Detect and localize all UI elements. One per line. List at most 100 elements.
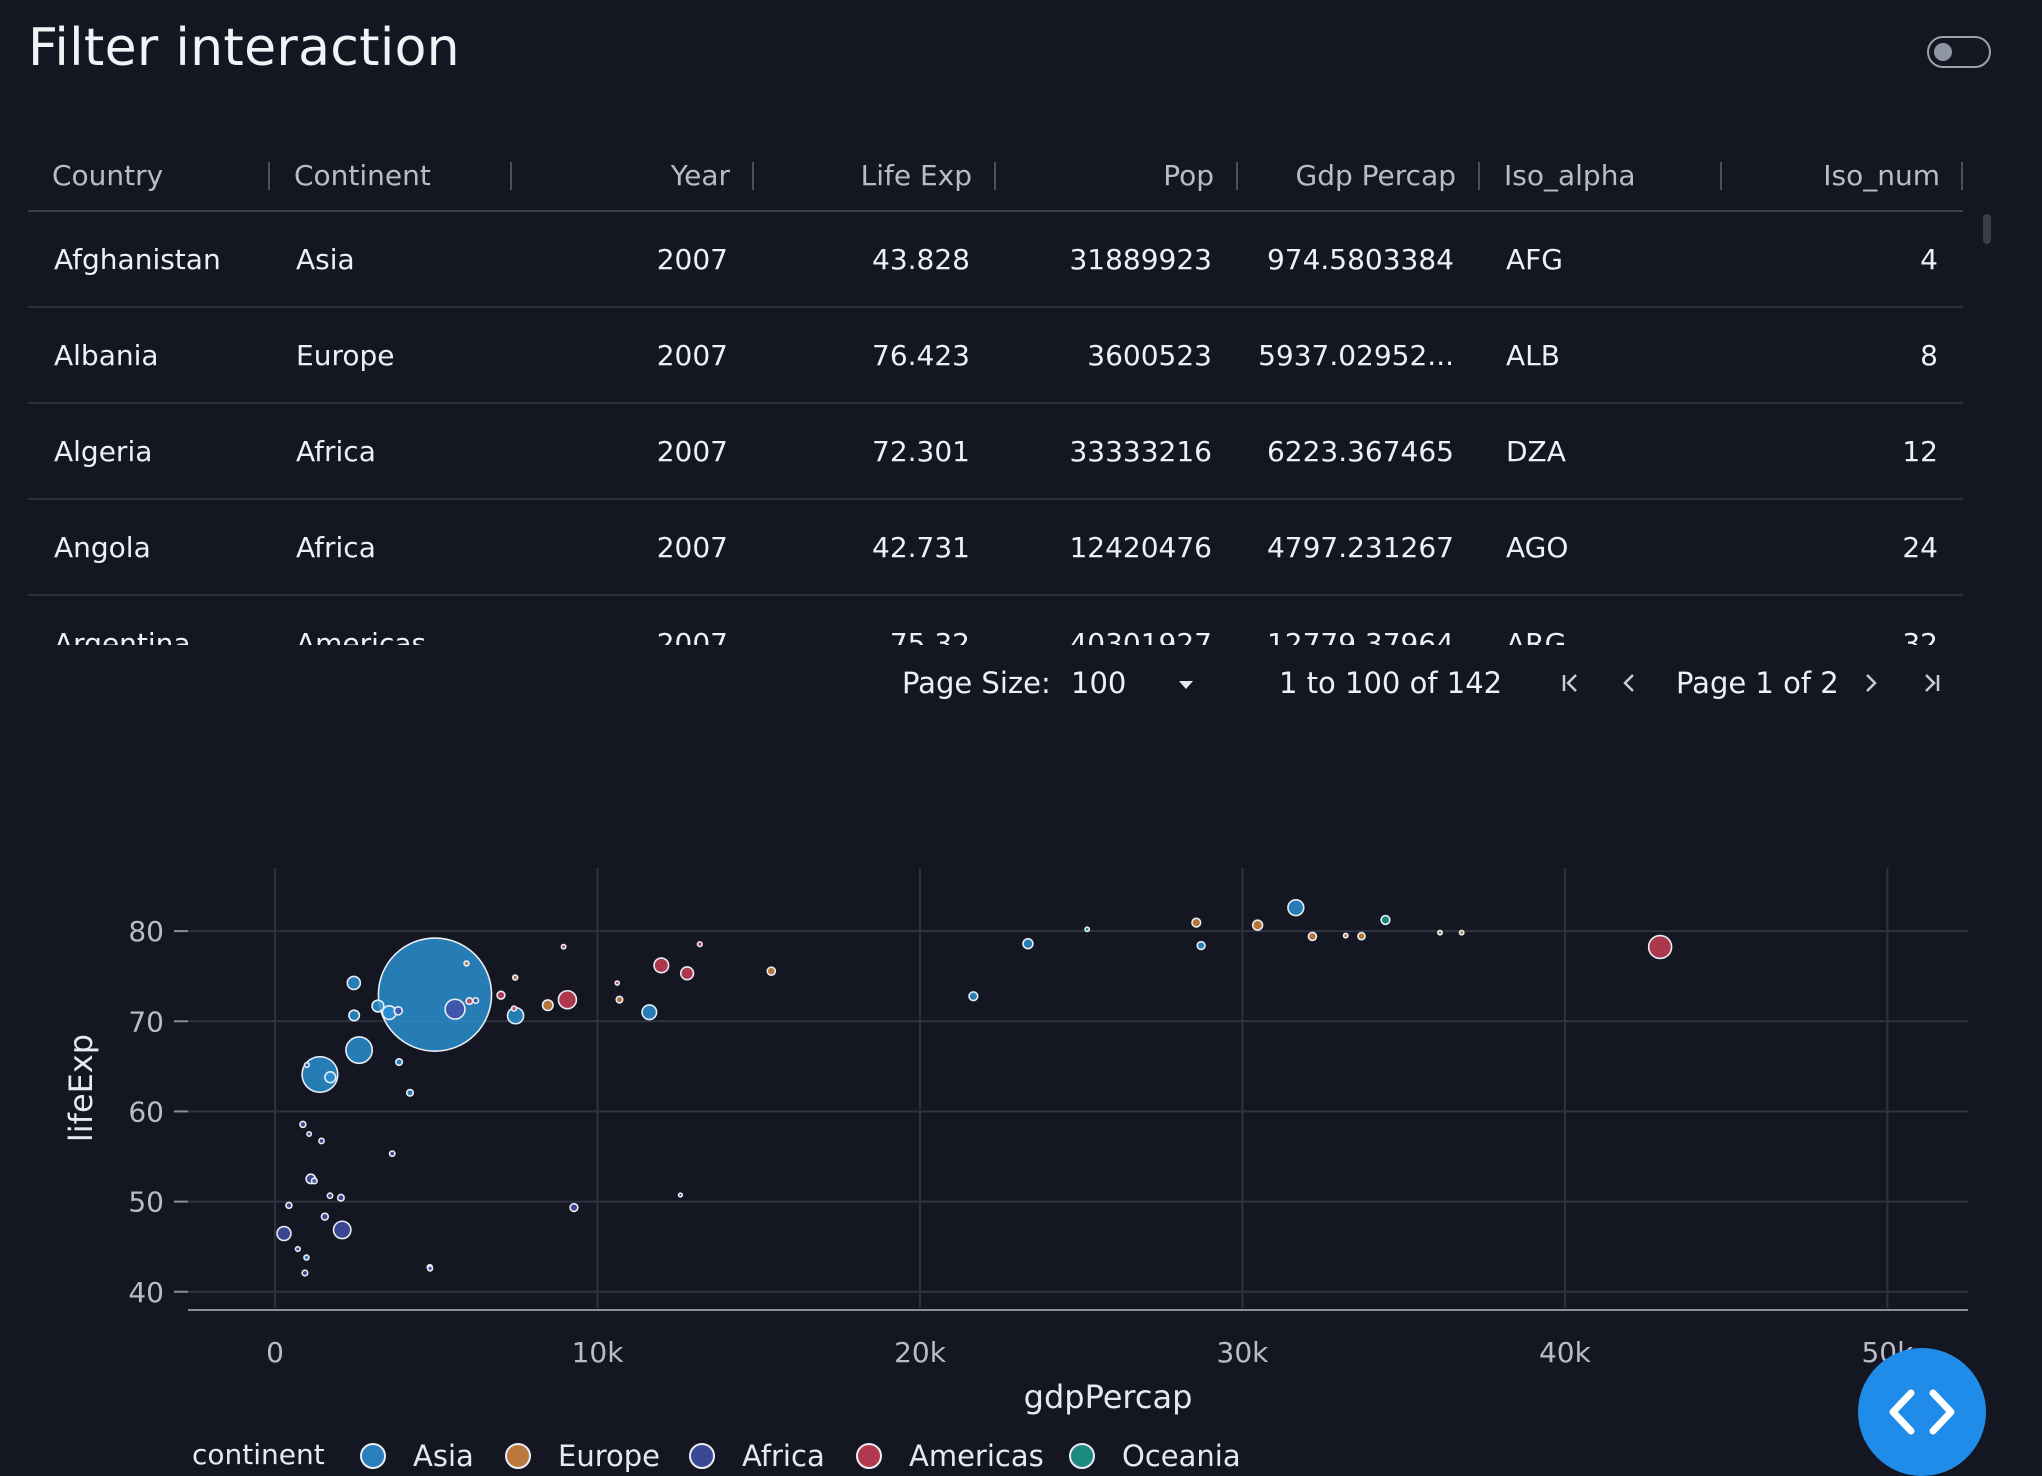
- cell-country[interactable]: Albania: [54, 338, 159, 372]
- data-point-asia[interactable]: [301, 1055, 339, 1094]
- cell-iso-alpha[interactable]: AGO: [1506, 530, 1569, 564]
- column-header-iso-num[interactable]: Iso_num: [1823, 158, 1940, 192]
- data-point-oceania[interactable]: [1380, 914, 1391, 926]
- grid-vertical-scrollbar[interactable]: [1983, 214, 1991, 244]
- data-point-africa[interactable]: [332, 1220, 352, 1240]
- data-point-africa[interactable]: [472, 996, 480, 1005]
- cell-iso-alpha[interactable]: ARG: [1506, 626, 1567, 646]
- cell-gdp-percap[interactable]: 974.5803384: [1266, 242, 1454, 276]
- data-point-asia[interactable]: [395, 1057, 404, 1067]
- data-point-americas[interactable]: [614, 980, 621, 986]
- next-page-icon[interactable]: [1860, 668, 1880, 703]
- cell-pop[interactable]: 33333216: [1069, 434, 1212, 468]
- view-code-button[interactable]: [1858, 1348, 1986, 1476]
- cell-life-exp[interactable]: 72.301: [872, 434, 970, 468]
- grid-body[interactable]: Afghanistan Asia 2007 43.828 31889923 974.580…: [28, 212, 1963, 645]
- cell-pop[interactable]: 3600523: [1087, 338, 1212, 372]
- data-point-europe[interactable]: [1307, 931, 1318, 942]
- data-point-africa[interactable]: [326, 1192, 334, 1200]
- column-resize-handle[interactable]: [510, 162, 512, 190]
- column-header-gdp-percap[interactable]: Gdp Percap: [1295, 158, 1456, 192]
- cell-life-exp[interactable]: 42.731: [872, 530, 970, 564]
- data-point-europe[interactable]: [541, 999, 554, 1012]
- column-header-life-exp[interactable]: Life Exp: [860, 158, 972, 192]
- cell-iso-num[interactable]: 24: [1902, 530, 1938, 564]
- cell-iso-alpha[interactable]: DZA: [1506, 434, 1566, 468]
- column-resize-handle[interactable]: [1720, 162, 1722, 190]
- column-header-country[interactable]: Country: [52, 158, 164, 192]
- data-point-africa[interactable]: [426, 1265, 434, 1272]
- data-point-africa[interactable]: [444, 998, 466, 1020]
- data-point-europe[interactable]: [1191, 917, 1202, 928]
- data-point-asia[interactable]: [405, 1088, 415, 1097]
- cell-year[interactable]: 2007: [656, 530, 728, 564]
- previous-page-icon[interactable]: [1620, 668, 1640, 703]
- cell-gdp-percap[interactable]: 5937.02952...: [1258, 338, 1454, 372]
- data-point-europe[interactable]: [766, 966, 777, 976]
- cell-life-exp[interactable]: 75.32: [889, 626, 970, 646]
- data-point-europe[interactable]: [1437, 929, 1443, 936]
- data-point-americas[interactable]: [653, 957, 670, 974]
- data-point-africa[interactable]: [299, 1120, 307, 1129]
- data-point-europe[interactable]: [1342, 932, 1349, 939]
- legend-marker-asia[interactable]: [360, 1443, 386, 1469]
- data-point-europe[interactable]: [1458, 929, 1465, 936]
- cell-pop[interactable]: 12420476: [1069, 530, 1212, 564]
- data-point-asia[interactable]: [968, 991, 979, 1002]
- table-row[interactable]: Afghanistan Asia 2007 43.828 31889923 974.580…: [28, 212, 1963, 308]
- data-point-americas[interactable]: [560, 943, 567, 950]
- cell-iso-num[interactable]: 12: [1902, 434, 1938, 468]
- cell-year[interactable]: 2007: [656, 242, 728, 276]
- data-point-africa[interactable]: [393, 1005, 404, 1016]
- data-point-africa[interactable]: [320, 1212, 330, 1221]
- data-point-asia[interactable]: [641, 1004, 658, 1021]
- cell-year[interactable]: 2007: [656, 434, 728, 468]
- data-point-africa[interactable]: [569, 1202, 579, 1213]
- cell-iso-num[interactable]: 32: [1902, 626, 1938, 646]
- data-point-americas[interactable]: [557, 989, 578, 1010]
- data-point-asia[interactable]: [371, 999, 385, 1013]
- data-point-asia[interactable]: [1287, 898, 1305, 917]
- cell-continent[interactable]: Europe: [296, 338, 395, 372]
- data-point-africa[interactable]: [388, 1150, 396, 1158]
- table-row[interactable]: Argentina Americas 2007 75.32 40301927 12779.…: [28, 596, 1963, 646]
- column-header-pop[interactable]: Pop: [1163, 158, 1214, 192]
- cell-country[interactable]: Algeria: [54, 434, 153, 468]
- cell-iso-alpha[interactable]: AFG: [1506, 242, 1563, 276]
- data-point-oceania[interactable]: [1084, 926, 1091, 933]
- data-point-africa[interactable]: [310, 1177, 318, 1185]
- data-point-africa[interactable]: [318, 1137, 325, 1145]
- data-point-asia[interactable]: [1022, 937, 1034, 950]
- column-resize-handle[interactable]: [1236, 162, 1238, 190]
- table-row[interactable]: Albania Europe 2007 76.423 3600523 5937.02952…: [28, 308, 1963, 404]
- cell-iso-alpha[interactable]: ALB: [1506, 338, 1560, 372]
- column-resize-handle[interactable]: [1478, 162, 1480, 190]
- data-point-asia[interactable]: [348, 1009, 361, 1022]
- cell-year[interactable]: 2007: [656, 338, 728, 372]
- data-point-europe[interactable]: [511, 974, 519, 981]
- data-point-americas[interactable]: [679, 966, 695, 981]
- legend-marker-oceania[interactable]: [1069, 1443, 1095, 1469]
- data-point-americas[interactable]: [696, 941, 703, 948]
- data-point-asia[interactable]: [303, 1254, 310, 1261]
- data-point-africa[interactable]: [276, 1225, 292, 1242]
- column-resize-handle[interactable]: [994, 162, 996, 190]
- theme-toggle[interactable]: [1927, 36, 1991, 68]
- data-point-asia[interactable]: [377, 937, 493, 1052]
- column-resize-handle[interactable]: [752, 162, 754, 190]
- table-row[interactable]: Algeria Africa 2007 72.301 33333216 6223.3674…: [28, 404, 1963, 500]
- data-point-africa[interactable]: [306, 1131, 313, 1137]
- first-page-icon[interactable]: [1560, 668, 1582, 703]
- gdp-lifeexp-scatter-chart[interactable]: 0 10k 20k 30k 40k 50k4050607080gdpPercaplifeE…: [0, 820, 2042, 1476]
- legend-marker-africa[interactable]: [689, 1443, 715, 1469]
- data-point-europe[interactable]: [1251, 919, 1264, 931]
- data-point-americas[interactable]: [496, 990, 506, 1000]
- cell-iso-num[interactable]: 4: [1920, 242, 1938, 276]
- data-point-africa[interactable]: [336, 1193, 345, 1202]
- data-point-africa[interactable]: [285, 1201, 293, 1210]
- cell-continent[interactable]: Africa: [296, 434, 376, 468]
- data-point-americas[interactable]: [510, 1005, 518, 1012]
- cell-pop[interactable]: 31889923: [1069, 242, 1212, 276]
- cell-life-exp[interactable]: 76.423: [872, 338, 970, 372]
- cell-gdp-percap[interactable]: 6223.367465: [1266, 434, 1454, 468]
